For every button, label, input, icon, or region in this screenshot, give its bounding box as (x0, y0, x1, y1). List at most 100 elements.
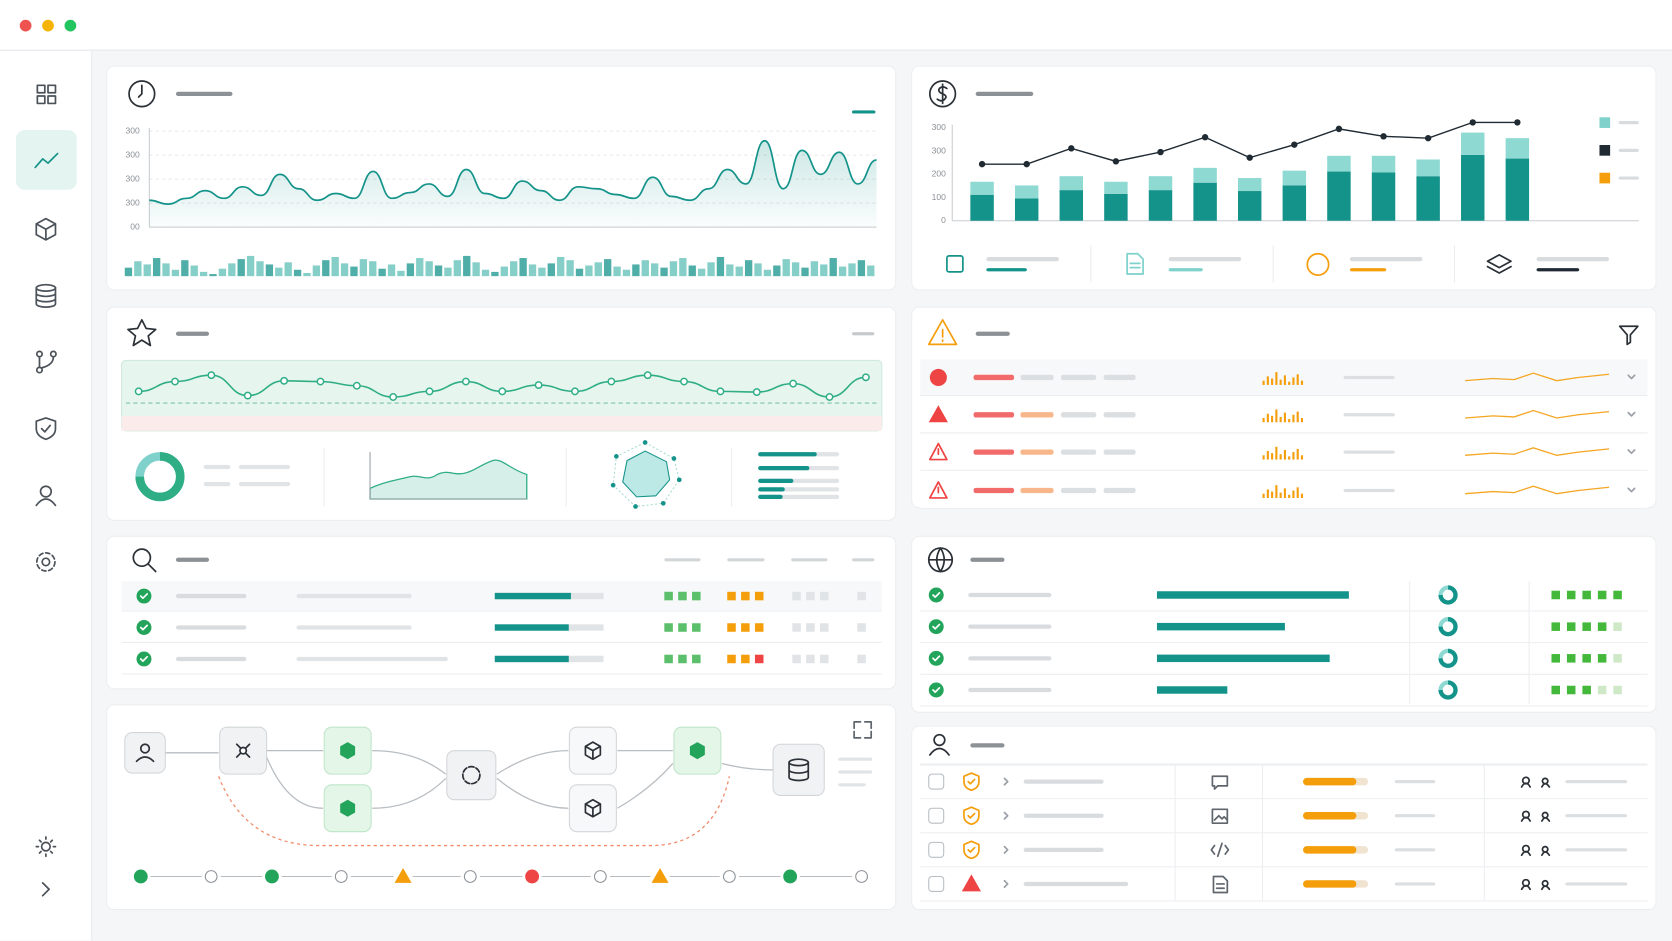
shield (963, 772, 980, 791)
cell (806, 591, 815, 601)
filter-icon (1618, 325, 1639, 346)
nav-analytics[interactable] (34, 152, 59, 169)
ai-node[interactable] (446, 750, 497, 801)
volume-bar (434, 265, 443, 277)
volume-bar (218, 268, 227, 277)
checkbox[interactable] (928, 841, 945, 858)
placeholder (1023, 813, 1104, 818)
cell (857, 591, 866, 601)
volume-bar (791, 262, 800, 277)
flow-link (496, 750, 569, 775)
minimize-button[interactable] (42, 19, 54, 32)
db-body (788, 761, 810, 782)
donut-arc (135, 452, 185, 502)
line-point (571, 387, 579, 396)
volume-bar (660, 267, 668, 277)
progress-fill (1156, 622, 1285, 631)
step-error (525, 869, 540, 884)
legend-swatch (1599, 172, 1611, 184)
volume-bar (613, 266, 621, 277)
theme-toggle[interactable] (35, 836, 57, 858)
placeholder (1023, 779, 1104, 784)
expand-sidebar[interactable] (41, 882, 50, 897)
step-pending (855, 870, 868, 883)
volume-bar (679, 258, 687, 277)
nav-grid[interactable] (36, 84, 57, 105)
hub-center (239, 746, 248, 755)
cube (340, 799, 356, 817)
volume-bar (284, 262, 292, 277)
placeholder (1618, 176, 1639, 180)
nav-users[interactable] (35, 485, 57, 507)
sparkline (1465, 447, 1610, 456)
volume-bar (650, 263, 659, 277)
maximize-button[interactable] (64, 19, 77, 32)
placeholder (986, 268, 1027, 272)
nav-database[interactable] (35, 283, 57, 308)
line-point (1424, 134, 1432, 142)
row-chevron (1627, 487, 1636, 493)
clock-hands (137, 84, 143, 98)
volume-bar (575, 268, 584, 277)
volume-bar (303, 272, 311, 277)
line-point (1514, 119, 1521, 126)
cell (741, 654, 750, 664)
cell (727, 591, 736, 601)
type-icon (1211, 775, 1229, 790)
shield (963, 840, 980, 860)
volume-bar (585, 265, 593, 277)
line-point (1469, 119, 1476, 126)
cell (741, 591, 750, 601)
cell (857, 654, 866, 664)
y-tick-label: 300 (125, 197, 139, 207)
nav-settings[interactable] (35, 552, 56, 572)
placeholder (296, 593, 412, 599)
nav-branches[interactable] (35, 350, 57, 374)
checkbox[interactable] (928, 773, 945, 790)
progress-fill (494, 655, 569, 663)
nav-security[interactable] (35, 417, 57, 441)
volume-bar (293, 269, 302, 277)
volume-bar (604, 259, 612, 277)
volume-bar (744, 260, 753, 277)
close-button[interactable] (19, 19, 32, 32)
volume-bar (735, 266, 743, 277)
volume-bar (237, 259, 245, 277)
placeholder (851, 558, 875, 562)
volume-bar (190, 265, 198, 277)
y-tick-label: 200 (932, 169, 946, 179)
placeholder (758, 494, 783, 500)
type-icon (1210, 842, 1230, 858)
placeholder (1394, 814, 1436, 818)
placeholder (851, 332, 875, 336)
cell (1551, 622, 1561, 631)
volume-bar (641, 260, 649, 277)
volume-bar (632, 264, 640, 277)
spark-bar (1296, 411, 1299, 423)
bar-segment (1505, 138, 1530, 159)
ring-arc (1438, 648, 1458, 668)
y-tick-label: 0 (941, 215, 946, 225)
volume-bar (228, 263, 236, 277)
db-node[interactable] (772, 743, 825, 796)
spark-bar (1266, 413, 1269, 423)
checkbox[interactable] (928, 875, 945, 892)
spark-bar (1292, 414, 1295, 423)
flow-link-dashed (218, 776, 730, 847)
checkbox[interactable] (928, 807, 945, 824)
placeholder (1060, 412, 1097, 418)
cell (1597, 590, 1607, 600)
table-header (920, 763, 1648, 766)
bar-segment (1014, 185, 1039, 199)
spark-bar (1262, 493, 1265, 498)
spark-bar (1266, 489, 1269, 498)
alert-icon (928, 442, 948, 461)
spark-bar (1271, 453, 1274, 460)
nav-models[interactable] (35, 217, 57, 241)
placeholder (791, 558, 828, 562)
placeholder (975, 331, 1010, 336)
spark-bar (1300, 417, 1304, 423)
volume-bar (810, 261, 819, 277)
spark-bar (1262, 455, 1265, 460)
line-point (243, 391, 252, 400)
